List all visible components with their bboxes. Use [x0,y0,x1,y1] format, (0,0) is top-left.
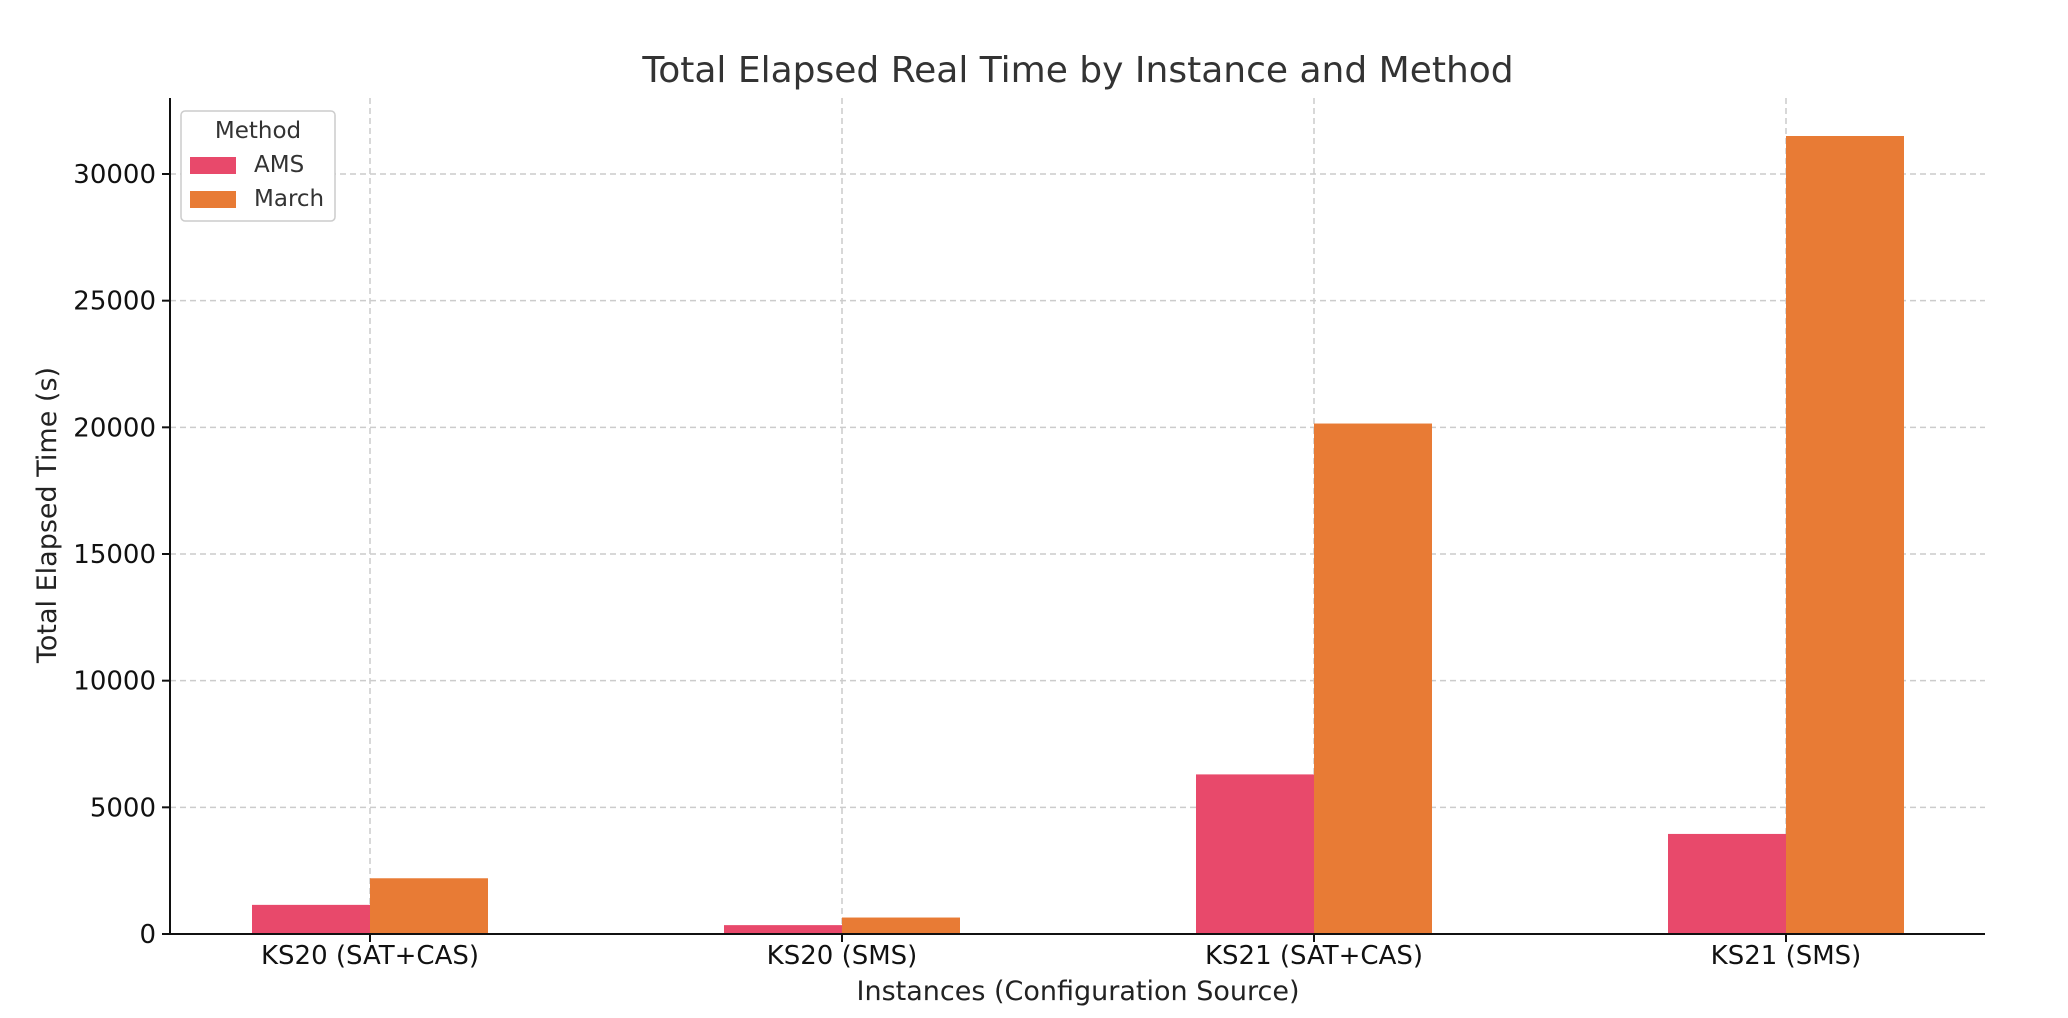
legend-title: Method [215,118,301,144]
legend-swatch-march [190,191,236,208]
bar-march-3 [1786,136,1904,934]
legend: Method AMS March [180,110,336,222]
tick-labels: 0 5000 10000 15000 20000 25000 30000 KS20 (SAT+… [73,160,1861,971]
y-tick-label: 0 [139,920,156,950]
y-tick-label: 30000 [73,160,156,190]
bar-ams-2 [1196,774,1314,934]
bar-march-0 [370,878,488,934]
legend-swatch-ams [190,157,236,174]
x-axis-label: Instances (Configuration Source) [857,976,1300,1007]
y-tick-label: 25000 [73,287,156,317]
axes [169,98,1985,935]
bar-ams-3 [1668,833,1786,934]
x-tick-label: KS20 (SAT+CAS) [261,941,479,971]
y-tick-label: 20000 [73,413,156,443]
chart-title: Total Elapsed Real Time by Instance and … [641,50,1513,91]
legend-label-ams: AMS [254,152,304,178]
x-tick-label: KS20 (SMS) [767,941,918,971]
x-tick-label: KS21 (SMS) [1711,941,1862,971]
y-tick-label: 15000 [73,540,156,570]
y-tick-label: 10000 [73,667,156,697]
bar-ams-0 [252,904,370,934]
bar-ams-1 [724,925,842,934]
bars [252,136,1904,934]
x-tick-label: KS21 (SAT+CAS) [1205,941,1423,971]
grid-lines [170,98,1985,934]
y-tick-label: 5000 [90,793,156,823]
y-axis-label: Total Elapsed Time (s) [32,367,63,664]
bar-march-1 [842,917,960,934]
bar-march-2 [1314,423,1432,934]
legend-label-march: March [254,186,324,212]
